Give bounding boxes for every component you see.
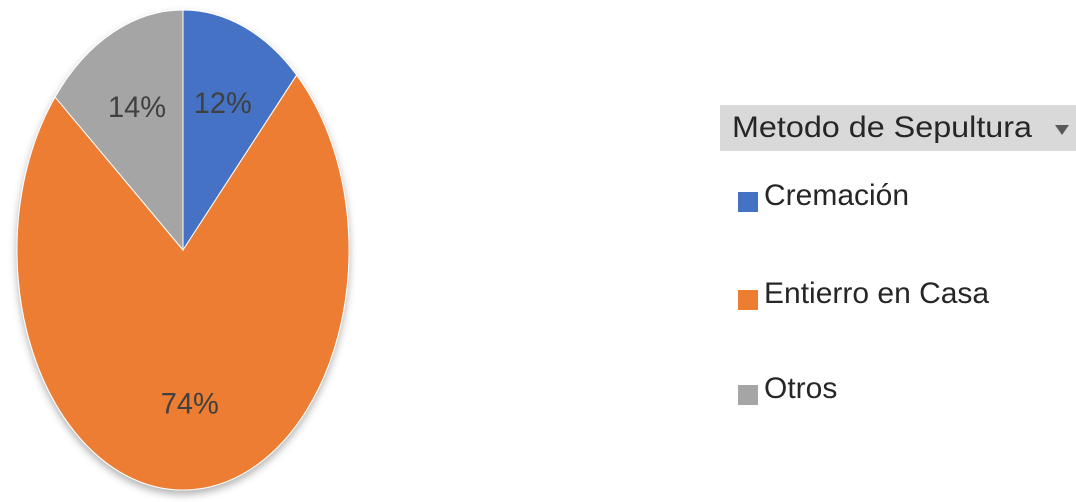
legend-label: Cremación bbox=[764, 179, 909, 212]
pie-slice bbox=[54, 9, 184, 252]
pie-slice bbox=[182, 9, 298, 252]
data-label: 14% bbox=[108, 91, 166, 124]
legend-swatch bbox=[738, 290, 758, 310]
filter-dropdown[interactable] bbox=[1055, 125, 1069, 135]
legend-label: Entierro en Casa bbox=[764, 277, 989, 310]
pie-slice bbox=[16, 74, 350, 491]
data-label: 74% bbox=[161, 388, 219, 421]
legend-header bbox=[720, 105, 1076, 151]
legend-swatch bbox=[738, 385, 758, 405]
pie bbox=[16, 9, 350, 491]
data-label: 12% bbox=[194, 87, 252, 120]
legend-title: Metodo de Sepultura bbox=[732, 111, 1032, 144]
legend-swatch bbox=[738, 192, 758, 212]
legend-label: Otros bbox=[764, 372, 837, 405]
